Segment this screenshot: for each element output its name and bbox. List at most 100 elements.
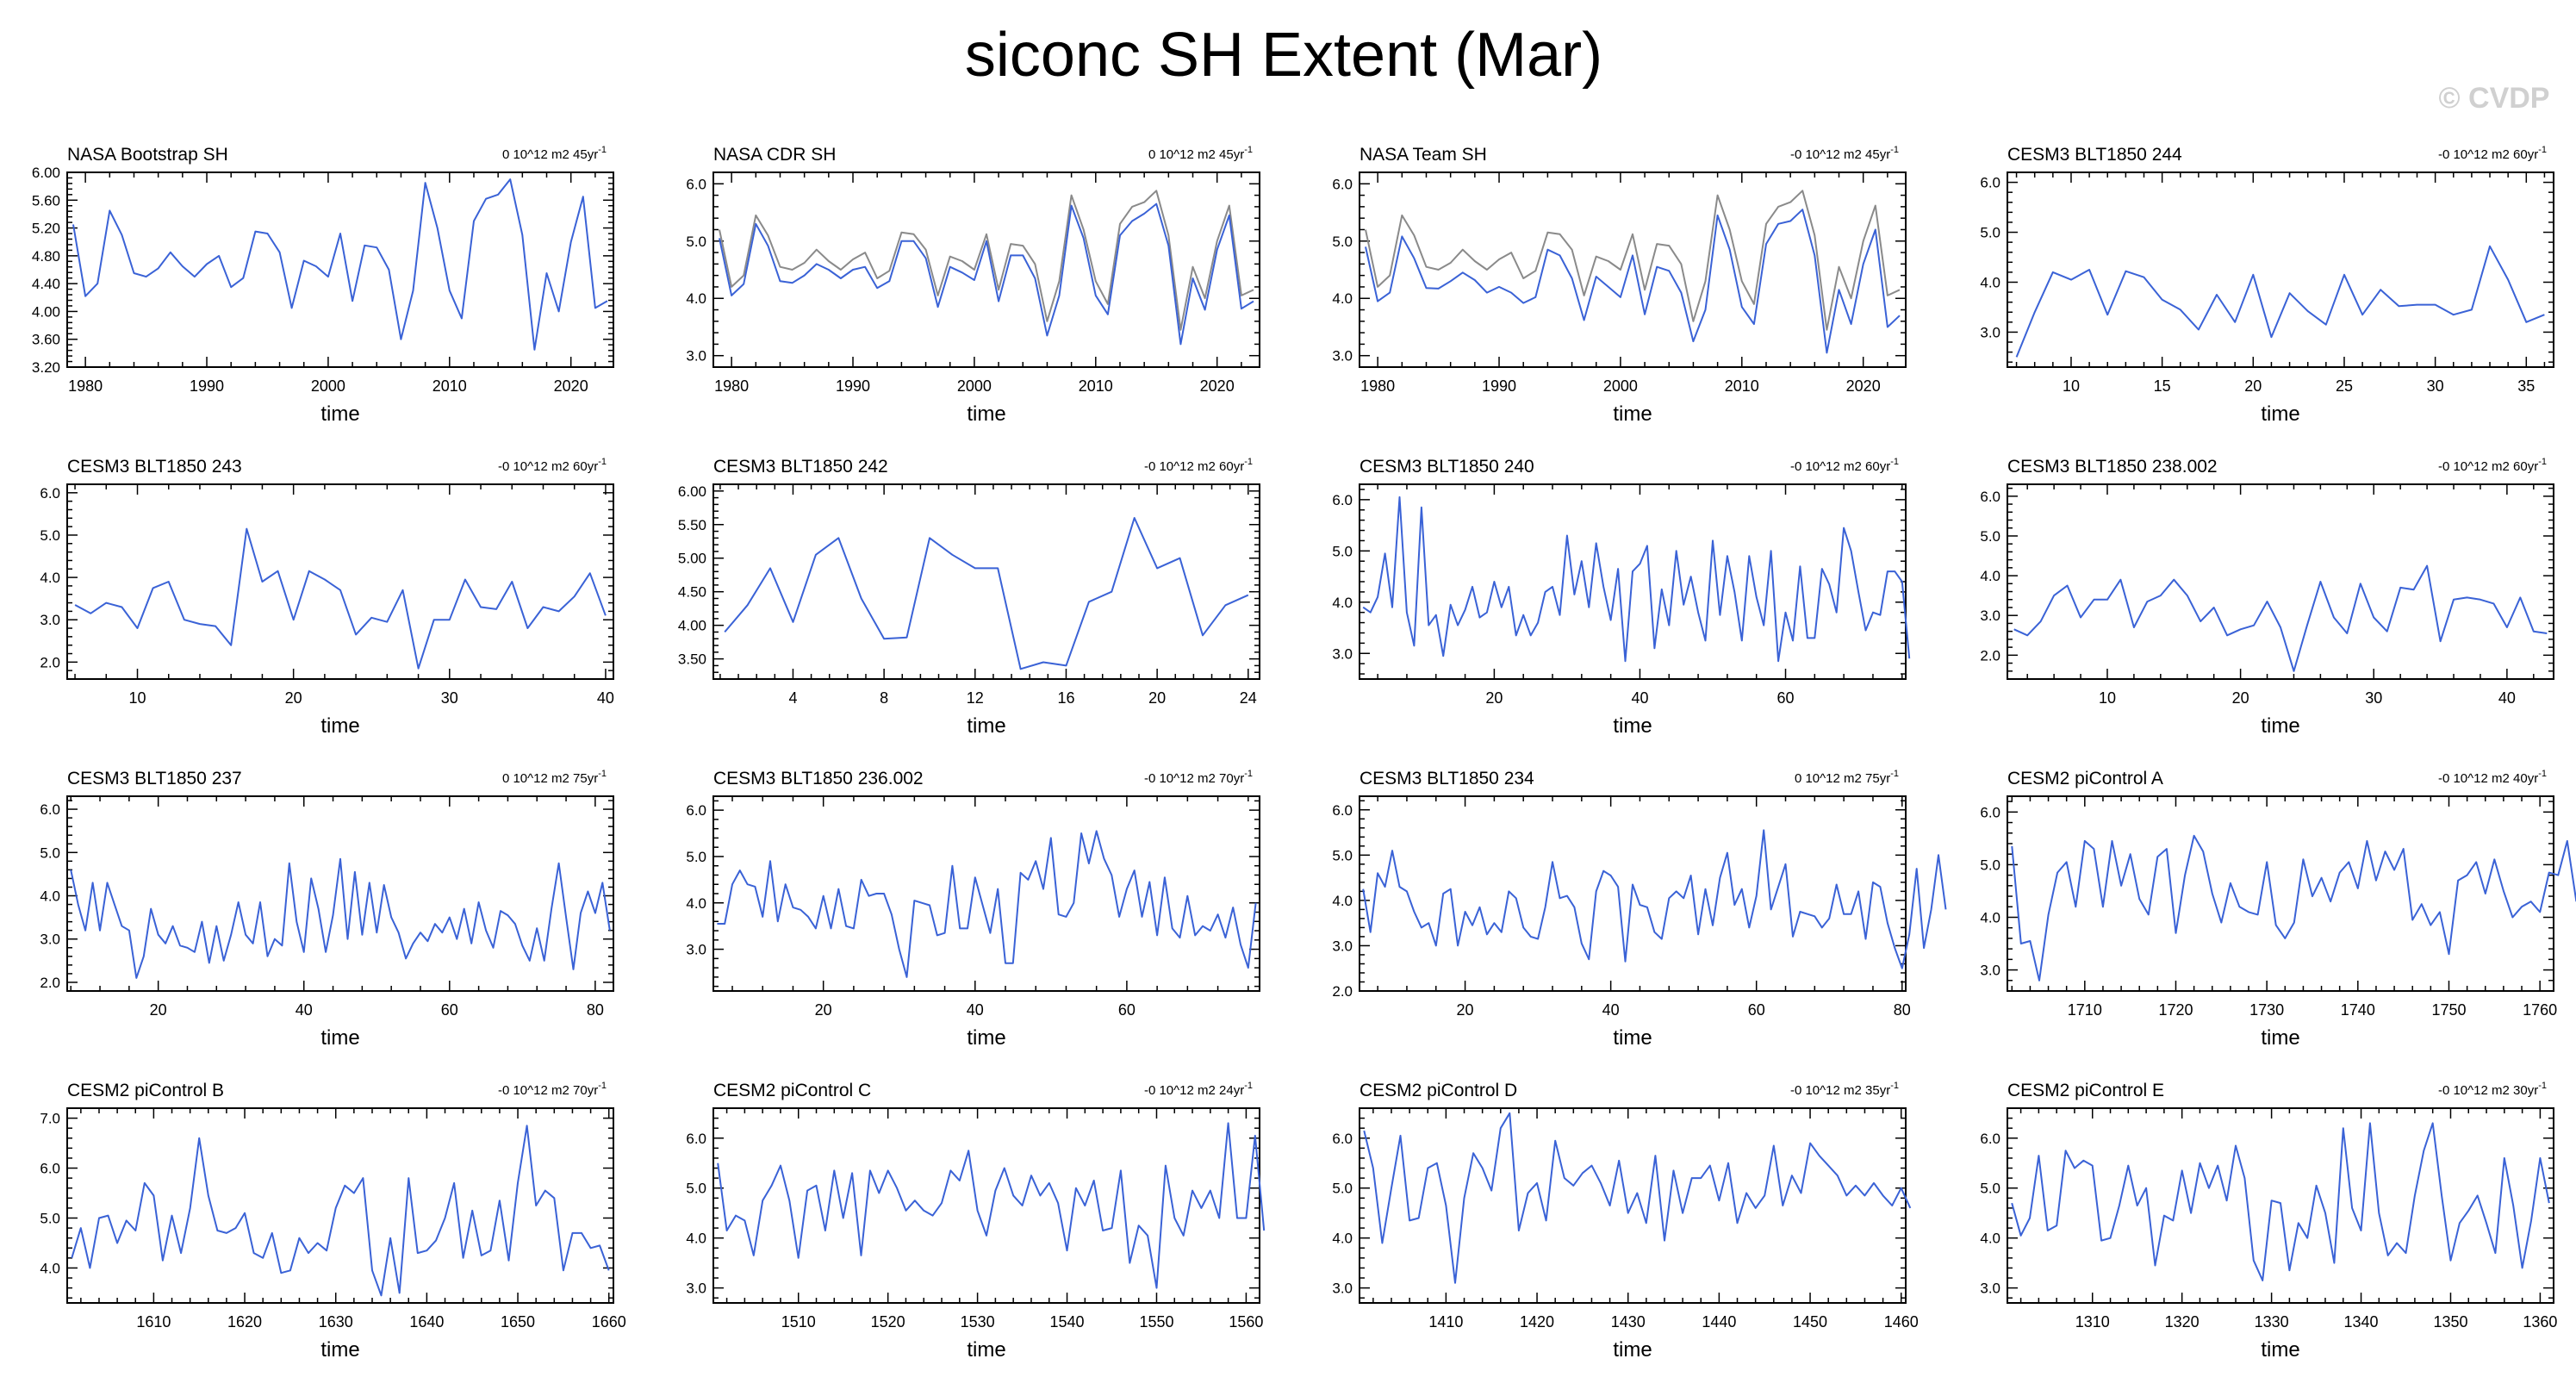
y-tick-label: 3.0 xyxy=(686,1281,706,1297)
x-axis-label: time xyxy=(320,714,359,738)
x-tick-label: 1540 xyxy=(1050,1313,1085,1331)
x-axis-label: time xyxy=(2261,1338,2299,1362)
series-line xyxy=(719,203,1254,346)
plot-frame xyxy=(66,795,614,992)
x-tick-label: 20 xyxy=(1148,689,1166,707)
y-tick-label: 4.80 xyxy=(32,248,60,265)
x-tick-label: 1550 xyxy=(1139,1313,1173,1331)
x-tick-label: 1990 xyxy=(1482,377,1516,395)
y-tick-label: 5.0 xyxy=(1980,1181,2000,1197)
y-tick-label: 6.0 xyxy=(40,801,60,818)
y-tick-label: 5.0 xyxy=(1332,847,1353,863)
trend-label: 0 10^12 m2 75yr-1 xyxy=(502,769,607,786)
chart-panel: CESM2 piControl D -0 10^12 m2 35yr-1 1410 1… xyxy=(1332,1081,1918,1362)
x-tick-label: 1560 xyxy=(1229,1313,1263,1331)
chart-panel: CESM3 BLT1850 238.002 -0 10^12 m2 60yr-1 1… xyxy=(1980,457,2554,738)
y-tick-label: 4.0 xyxy=(40,570,60,586)
plot-frame xyxy=(2007,483,2554,680)
x-tick-label: 16 xyxy=(1057,689,1074,707)
panel-title: CESM2 piControl D xyxy=(1360,1081,1517,1100)
x-tick-label: 1530 xyxy=(961,1313,995,1331)
series-line xyxy=(71,1125,610,1297)
y-tick-label: 5.0 xyxy=(1332,543,1353,559)
x-tick-label: 1310 xyxy=(2075,1313,2110,1331)
x-tick-label: 1350 xyxy=(2433,1313,2467,1331)
x-tick-label: 15 xyxy=(2154,377,2171,395)
y-tick-label: 4.0 xyxy=(1332,893,1353,909)
x-tick-label: 1640 xyxy=(409,1313,444,1331)
x-tick-label: 24 xyxy=(1240,689,1257,707)
x-axis-label: time xyxy=(320,1338,359,1362)
plot-frame xyxy=(1359,171,1907,368)
y-tick-label: 5.0 xyxy=(1980,528,2000,545)
plot-frame xyxy=(712,1107,1260,1304)
x-axis-label: time xyxy=(1613,714,1652,738)
y-tick-label: 5.0 xyxy=(1980,225,2000,241)
y-tick-label: 3.0 xyxy=(1332,348,1353,365)
y-tick-label: 6.0 xyxy=(1332,492,1353,508)
panel-title: CESM2 piControl E xyxy=(2007,1081,2164,1100)
x-tick-label: 2010 xyxy=(1079,377,1113,395)
x-tick-label: 1620 xyxy=(227,1313,262,1331)
y-tick-label: 2.0 xyxy=(40,975,60,991)
y-tick-label: 6.0 xyxy=(1980,804,2000,820)
x-axis-label: time xyxy=(967,1338,1005,1362)
panel-title: CESM3 BLT1850 243 xyxy=(67,457,242,477)
x-tick-label: 60 xyxy=(1748,1001,1765,1019)
y-tick-label: 3.0 xyxy=(40,612,60,628)
x-tick-label: 20 xyxy=(2244,377,2262,395)
x-axis-label: time xyxy=(2261,402,2299,426)
y-tick-label: 3.0 xyxy=(1980,963,2000,979)
panel-title: CESM2 piControl B xyxy=(67,1081,224,1100)
panel-title: CESM3 BLT1850 238.002 xyxy=(2007,457,2218,477)
plot-frame xyxy=(1359,1107,1907,1304)
x-tick-label: 1710 xyxy=(2068,1001,2102,1019)
x-tick-label: 1610 xyxy=(136,1313,171,1331)
x-tick-label: 20 xyxy=(285,689,302,707)
x-tick-label: 10 xyxy=(2063,377,2080,395)
x-tick-label: 1750 xyxy=(2431,1001,2466,1019)
x-tick-label: 1340 xyxy=(2344,1313,2379,1331)
series-line xyxy=(717,1122,1266,1289)
chart-panel: CESM3 BLT1850 242 -0 10^12 m2 60yr-1 4 8 12 1… xyxy=(678,457,1260,738)
x-tick-label: 1980 xyxy=(68,377,103,395)
x-tick-label: 80 xyxy=(1894,1001,1911,1019)
y-tick-label: 5.60 xyxy=(32,192,60,209)
x-axis-label: time xyxy=(1613,1338,1652,1362)
panel-title: CESM2 piControl A xyxy=(2007,769,2163,788)
y-tick-label: 5.0 xyxy=(1332,1181,1353,1197)
y-tick-label: 5.0 xyxy=(1332,234,1353,250)
y-tick-label: 2.0 xyxy=(40,654,60,670)
y-tick-label: 3.20 xyxy=(32,359,60,376)
trend-label: -0 10^12 m2 24yr-1 xyxy=(1144,1081,1253,1098)
plot-frame xyxy=(2007,171,2554,368)
x-tick-label: 30 xyxy=(441,689,458,707)
y-tick-label: 6.0 xyxy=(1980,175,2000,191)
x-tick-label: 2000 xyxy=(311,377,345,395)
x-tick-label: 2010 xyxy=(432,377,467,395)
x-tick-label: 10 xyxy=(2099,689,2116,707)
series-line xyxy=(2013,564,2548,672)
x-tick-label: 60 xyxy=(1777,689,1795,707)
chart-panel: NASA CDR SH 0 10^12 m2 45yr-1 1980 1990 2000… xyxy=(686,145,1260,426)
x-tick-label: 30 xyxy=(2427,377,2444,395)
y-tick-label: 3.0 xyxy=(1332,645,1353,662)
x-tick-label: 35 xyxy=(2517,377,2535,395)
x-tick-label: 2020 xyxy=(554,377,588,395)
trend-label: -0 10^12 m2 60yr-1 xyxy=(1790,457,1899,474)
x-tick-label: 2010 xyxy=(1725,377,1759,395)
trend-label: -0 10^12 m2 60yr-1 xyxy=(498,457,607,474)
x-tick-label: 20 xyxy=(150,1001,167,1019)
x-axis-label: time xyxy=(967,402,1005,426)
x-axis-label: time xyxy=(2261,714,2299,738)
plot-frame xyxy=(66,483,614,680)
x-tick-label: 20 xyxy=(1457,1001,1474,1019)
y-tick-label: 3.0 xyxy=(1332,938,1353,954)
y-tick-label: 3.0 xyxy=(686,942,706,958)
x-axis-label: time xyxy=(1613,1026,1652,1050)
y-tick-label: 3.0 xyxy=(1980,608,2000,624)
x-tick-label: 1330 xyxy=(2255,1313,2289,1331)
plot-frame xyxy=(712,483,1260,680)
panel-title: CESM3 BLT1850 234 xyxy=(1360,769,1534,788)
plot-frame xyxy=(2007,1107,2554,1304)
